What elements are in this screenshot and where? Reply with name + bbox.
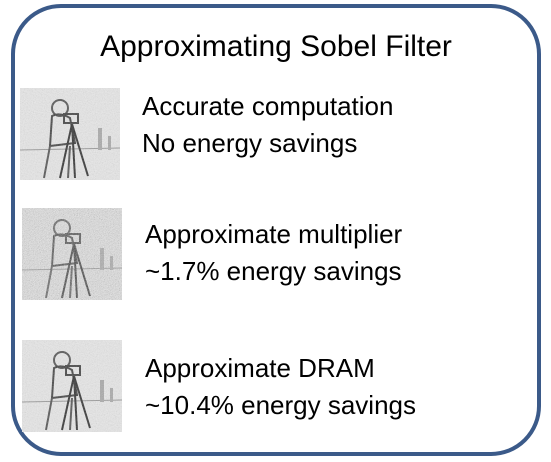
item-line: ~1.7% energy savings [145, 256, 402, 286]
item-line: Approximate DRAM [145, 353, 375, 383]
item-line: Accurate computation [142, 91, 393, 121]
image-dram [22, 340, 122, 432]
title: Approximating Sobel Filter [100, 30, 452, 63]
item-line: Approximate multiplier [145, 219, 403, 249]
image-multiplier [22, 208, 122, 300]
item-line: No energy savings [142, 128, 357, 158]
image-accurate [20, 88, 120, 180]
page: {"title": "Approximating Sobel Filter", … [0, 0, 551, 462]
item-line: ~10.4% energy savings [145, 390, 416, 420]
slide: Approximating Sobel Filter Accurate comp… [0, 0, 551, 462]
